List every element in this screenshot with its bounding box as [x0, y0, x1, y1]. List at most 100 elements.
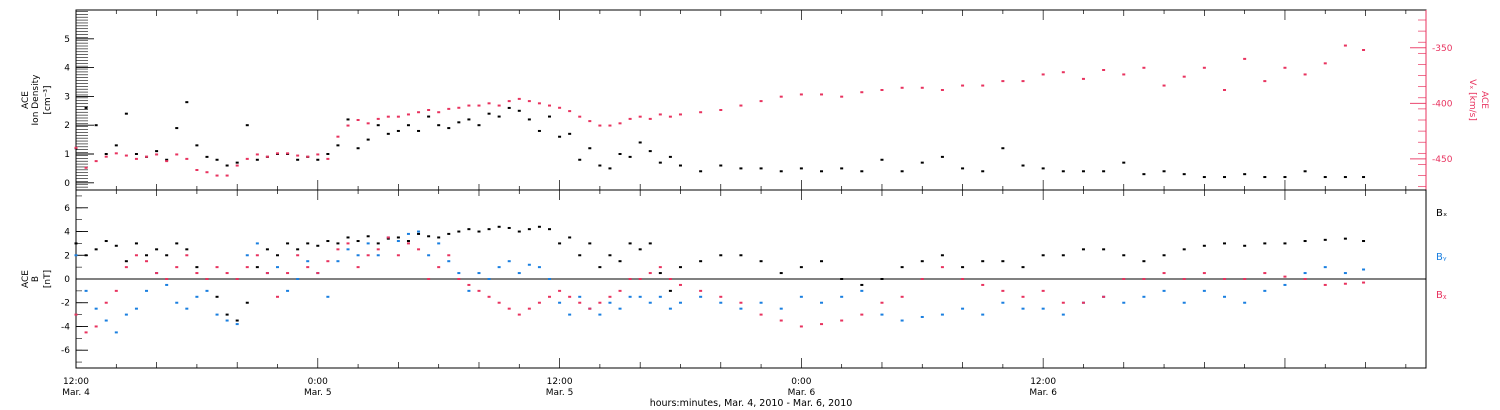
bz-point	[618, 289, 622, 292]
velocity-label-unit: Vₓ [km/s]	[1467, 79, 1477, 121]
velocity-point	[568, 110, 572, 113]
legend-by: Bᵧ	[1436, 252, 1447, 263]
density-point	[406, 124, 410, 127]
bx-point	[1122, 254, 1126, 257]
velocity-point	[880, 89, 884, 91]
bx-point	[437, 236, 441, 239]
velocity-point	[719, 109, 723, 111]
by-point	[1263, 289, 1267, 292]
bz-point	[820, 323, 824, 326]
velocity-point	[1122, 73, 1126, 76]
density-point	[628, 155, 632, 158]
bz-point	[336, 248, 340, 251]
density-label-line2: Ion Density	[31, 74, 41, 126]
by-point	[608, 301, 612, 304]
density-point	[1061, 170, 1065, 173]
by-point	[1162, 289, 1166, 292]
density-point	[487, 112, 491, 115]
bx-point	[699, 260, 703, 263]
bx-point	[386, 237, 390, 240]
bz-point	[326, 260, 330, 263]
by-point	[739, 307, 743, 310]
density-point	[427, 115, 431, 118]
bz-point	[900, 295, 904, 298]
velocity-point	[759, 100, 763, 103]
bx-point	[668, 289, 672, 292]
by-point	[124, 313, 128, 316]
density-tick-label: 2	[64, 121, 70, 131]
by-point	[779, 307, 783, 310]
bz-point	[245, 266, 249, 269]
by-point	[840, 295, 844, 298]
bz-point	[860, 313, 864, 316]
velocity-point	[376, 117, 380, 120]
velocity-point	[74, 146, 78, 149]
density-point	[124, 112, 128, 115]
bz-point	[185, 254, 189, 257]
b-label-unit: [nT]	[43, 270, 53, 288]
density-axis-label: ACE Ion Density [cm⁻³]	[21, 74, 53, 126]
density-point	[940, 155, 944, 158]
velocity-point	[1041, 73, 1045, 76]
by-point	[1021, 307, 1025, 310]
velocity-point	[1061, 71, 1065, 74]
density-point	[386, 132, 390, 135]
by-point	[336, 260, 340, 263]
density-point	[356, 147, 360, 150]
velocity-point	[739, 104, 743, 107]
bz-point	[306, 266, 310, 269]
velocity-point	[1303, 73, 1307, 76]
by-point	[860, 289, 864, 292]
velocity-point	[487, 102, 491, 105]
bz-point	[255, 254, 259, 257]
bz-point	[417, 248, 421, 251]
by-point	[477, 272, 481, 275]
density-point	[1102, 170, 1106, 173]
by-point	[900, 319, 904, 322]
b-tick-label: -6	[61, 346, 70, 356]
bz-point	[1223, 278, 1227, 280]
bx-point	[779, 272, 783, 275]
velocity-point	[1243, 57, 1247, 60]
velocity-point	[940, 89, 944, 91]
bx-point	[306, 242, 310, 245]
by-point	[940, 313, 944, 316]
density-point	[618, 153, 622, 155]
density-point	[527, 118, 531, 121]
density-point	[235, 161, 239, 164]
bx-point	[145, 254, 149, 257]
bz-point	[296, 254, 300, 257]
density-tick-label: 3	[64, 92, 70, 102]
bx-point	[1142, 260, 1146, 263]
velocity-point	[255, 153, 259, 156]
density-point	[1001, 147, 1005, 150]
density-point	[336, 144, 340, 147]
bz-point	[1122, 278, 1126, 280]
density-tick-label: 0	[64, 179, 70, 189]
density-point	[638, 141, 642, 144]
velocity-tick-label: -350	[1432, 44, 1453, 54]
bz-point	[779, 319, 783, 322]
bz-point	[155, 272, 159, 275]
density-point	[981, 170, 985, 173]
by-point	[366, 242, 370, 245]
bx-point	[880, 278, 884, 280]
x-tick-time: 12:00	[547, 377, 573, 387]
velocity-point	[1223, 89, 1227, 91]
bz-point	[1061, 301, 1065, 304]
b-tick-label: 6	[64, 204, 70, 214]
bx-point	[981, 260, 985, 263]
bx-point	[1343, 237, 1347, 240]
bx-point	[326, 240, 330, 243]
velocity-point	[437, 111, 441, 114]
by-point	[1283, 283, 1287, 286]
bx-point	[457, 230, 461, 233]
bx-point	[356, 240, 360, 243]
by-point	[658, 295, 662, 298]
by-point	[578, 295, 582, 298]
bz-point	[346, 242, 350, 245]
velocity-tick-label: -400	[1432, 99, 1453, 109]
velocity-point	[477, 104, 481, 107]
by-point	[326, 295, 330, 298]
density-point	[447, 127, 451, 130]
